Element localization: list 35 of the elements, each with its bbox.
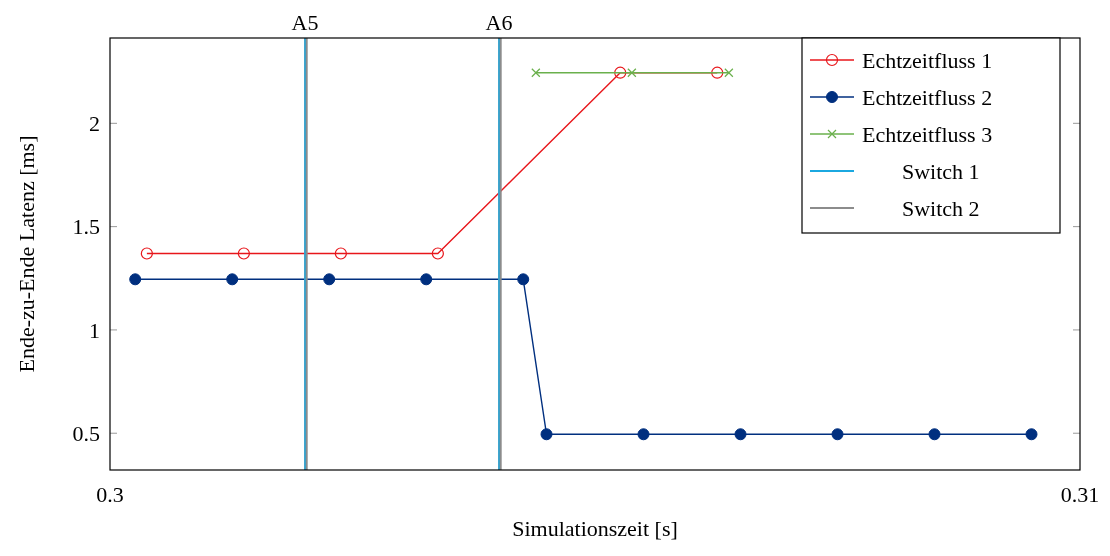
y-tick-label: 0.5 (72, 420, 100, 446)
point (711, 66, 724, 79)
point (540, 428, 553, 441)
point (734, 428, 747, 441)
point (724, 68, 734, 78)
point (831, 428, 844, 441)
legend-label: Switch 2 (902, 195, 980, 221)
point (140, 247, 153, 260)
point (1025, 428, 1038, 441)
y-tick-label: 1 (89, 317, 100, 343)
x-tick-label: 0.3 (96, 482, 124, 507)
point (226, 273, 239, 286)
legend-label: Switch 1 (902, 158, 980, 184)
text: A5 (291, 10, 319, 35)
point (334, 247, 347, 260)
point (614, 66, 627, 79)
legend-label: Echtzeitfluss 2 (862, 84, 993, 110)
point (627, 68, 637, 78)
point (637, 428, 650, 441)
legend-label: Echtzeitfluss 1 (862, 47, 993, 73)
legend-label: Echtzeitfluss 3 (862, 121, 993, 147)
point (129, 273, 142, 286)
point (431, 247, 444, 260)
point (237, 247, 250, 260)
x-axis-title: Simulationszeit [s] (512, 516, 678, 541)
point (323, 273, 336, 286)
point (517, 273, 530, 286)
y-tick-label: 1.5 (72, 214, 100, 240)
text: A6 (485, 10, 513, 35)
y-tick-label: 2 (89, 111, 100, 137)
y-axis-title: Ende-zu-Ende Latenz [ms] (13, 135, 39, 373)
point (928, 428, 941, 441)
x-tick-label: 0.31 (1060, 482, 1100, 507)
point (420, 273, 433, 286)
point (531, 68, 541, 78)
